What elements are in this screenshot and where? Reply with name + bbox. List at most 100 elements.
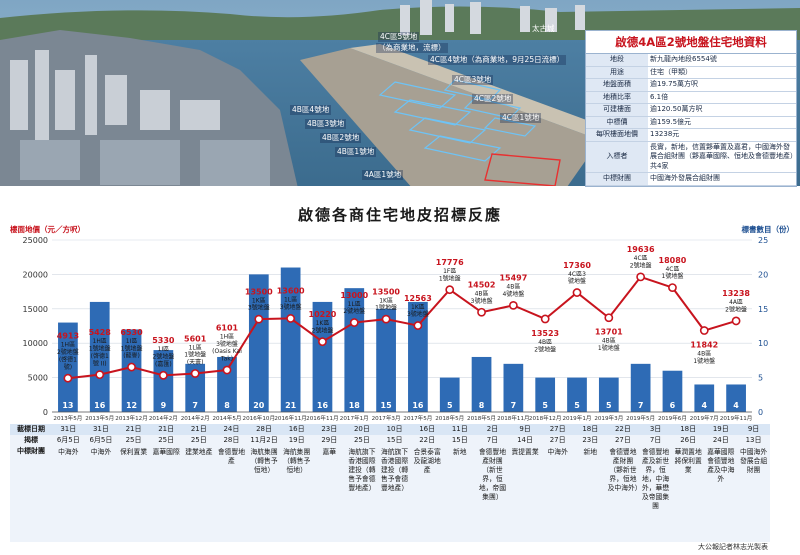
combo-chart: 0500010000150002000025000051015202513201… xyxy=(23,236,769,422)
table-cell: 3日 xyxy=(639,424,672,435)
price-point xyxy=(158,370,168,380)
price-data-label: 11842 xyxy=(690,341,718,350)
table-cell: 保利置業 xyxy=(117,446,150,542)
site-label: (嘉匯) xyxy=(155,360,172,368)
label-4b4: 4B區4號地 xyxy=(290,105,332,115)
site-info-row: 用途 住宅（甲類） xyxy=(586,66,796,79)
table-cell: 31日 xyxy=(52,424,85,435)
table-cell: 11月2日 xyxy=(247,435,281,446)
table-cell: 賣提置業 xyxy=(508,446,542,542)
y-tick-right: 10 xyxy=(758,339,768,348)
site-info-key: 地積比率 xyxy=(586,91,648,104)
bar-count-label: 4 xyxy=(701,401,707,410)
site-label: 1號地盤 xyxy=(693,357,715,365)
site-info-row: 地盤面積 逾19.75萬方呎 xyxy=(586,78,796,92)
y-tick-right: 20 xyxy=(758,270,768,279)
bar-count-label: 21 xyxy=(285,401,297,410)
y-tick-left: 5000 xyxy=(28,374,48,383)
table-cell: 23日 xyxy=(574,435,607,446)
y-tick-left: 15000 xyxy=(23,305,48,314)
table-cell: 25日 xyxy=(345,435,379,446)
site-label: (天寰) xyxy=(187,358,204,366)
table-cell: 新地 xyxy=(574,446,607,542)
price-point xyxy=(190,369,200,378)
table-cell: 嘉華國際 xyxy=(149,446,183,542)
row-header: 中標財團 xyxy=(10,446,52,542)
price-data-label: 13500 xyxy=(372,287,400,296)
x-tick-label: 2019年3月 xyxy=(594,414,623,422)
x-tick-label: 2019年7月 xyxy=(690,414,719,422)
price-point xyxy=(95,370,105,380)
x-tick-label: 2019年1月 xyxy=(563,414,592,422)
credit-line: 大公報記者林志光製表 xyxy=(698,543,768,551)
label-4c5: 4C區5號地 xyxy=(378,32,420,42)
table-cell: 中海外 xyxy=(541,446,574,542)
site-label: 4號地盤 xyxy=(502,290,524,298)
bar-count-label: 8 xyxy=(224,401,230,410)
price-data-label: 13523 xyxy=(531,329,559,338)
bar-count-label: 8 xyxy=(479,401,485,410)
table-cell: 6月5日 xyxy=(52,435,85,446)
site-label: 3號地盤 xyxy=(216,340,238,348)
price-data-label: 5428 xyxy=(89,328,112,337)
site-label: 4B區 xyxy=(602,338,616,345)
bar xyxy=(58,322,78,412)
site-label: 1K區 xyxy=(316,320,330,327)
site-label: 4C區 xyxy=(665,266,679,273)
site-info-key: 中標財團 xyxy=(586,172,648,186)
site-info-value: 新九龍內地段6554號 xyxy=(648,54,796,67)
table-cell: 10日 xyxy=(378,424,411,435)
site-info-table: 地段 新九龍內地段6554號 用途 住宅（甲類） 地盤面積 逾19.75萬方呎 地積比率 6.… xyxy=(586,54,796,186)
table-cell: 中海外 xyxy=(84,446,118,542)
x-tick-label: 2014年2月 xyxy=(181,414,210,422)
bar-count-label: 16 xyxy=(317,401,329,410)
label-4c5-sub: （為商業地，流標） xyxy=(376,43,448,53)
table-cell: 海航集團（轉售予恒地） xyxy=(280,446,313,542)
row-award-date: 揭標 6月5日 6月5日 25日 25日 25日 28日 11月2日 19日 29日 25日 15日 2… xyxy=(10,435,770,446)
table-cell: 建業地產 xyxy=(182,446,216,542)
site-label: 3號地盤 xyxy=(248,304,270,312)
table-cell: 6月5日 xyxy=(84,435,118,446)
bar-count-label: 5 xyxy=(542,401,548,410)
table-cell: 18日 xyxy=(574,424,607,435)
site-info-key: 每呎樓面地價 xyxy=(586,128,648,142)
y-tick-left: 0 xyxy=(43,408,48,417)
site-label: 3號地盤 xyxy=(280,303,302,311)
site-info-value: 逾19.75萬方呎 xyxy=(648,78,796,92)
bar-count-label: 20 xyxy=(253,401,265,410)
price-point xyxy=(731,316,741,326)
price-point xyxy=(604,313,614,323)
table-cell: 會德豐地產財團（夥新世界，恒地及中海外） xyxy=(606,446,642,542)
bar xyxy=(567,377,587,412)
site-label: 2號地盤 xyxy=(57,348,79,356)
site-info-value: 長實，新地，信置夥華置及嘉君，中國海外發展合組財團（夥嘉華國際、恒地及會德豐地產… xyxy=(648,141,796,173)
table-cell: 15日 xyxy=(443,435,477,446)
site-label: 4C區 xyxy=(634,255,648,262)
table-cell: 新地 xyxy=(443,446,477,542)
y-axis-right-title: 標書數目（份） xyxy=(741,225,795,234)
price-data-label: 17776 xyxy=(436,258,464,267)
site-label: 2號地盤 xyxy=(152,353,174,361)
x-tick-label: 2016年11月 xyxy=(306,414,339,422)
table-cell: 31日 xyxy=(84,424,118,435)
table-cell: 7日 xyxy=(639,435,672,446)
bar-count-label: 6 xyxy=(670,401,676,410)
y-tick-right: 0 xyxy=(758,408,763,417)
table-cell: 15日 xyxy=(378,435,411,446)
table-cell: 海航旗下香港國際建投（轉售予會德豐地產） xyxy=(345,446,379,542)
site-info-title: 啟德4A區2號地盤住宅地資料 xyxy=(586,31,796,54)
label-4c4: 4C區4號地（為商業地，9月25日流標） xyxy=(428,55,567,65)
price-data-label: 13000 xyxy=(340,291,368,300)
bar xyxy=(471,356,492,412)
label-4b1: 4B區1號地 xyxy=(335,147,377,157)
x-tick-label: 2017年5月 xyxy=(403,414,432,422)
site-info-panel: 啟德4A區2號地盤住宅地資料 地段 新九龍內地段6554號 用途 住宅（甲類） 地盤面積… xyxy=(585,30,797,187)
site-info-value: 逾120.50萬方呎 xyxy=(648,103,796,117)
site-label: 4C區3 xyxy=(568,271,586,278)
site-info-key: 中標價 xyxy=(586,116,648,129)
site-info-row: 中標財團 中國海外發展合組財團 xyxy=(586,172,796,186)
site-label: 4B區 xyxy=(697,351,711,358)
y-tick-left: 10000 xyxy=(23,339,48,348)
tender-table: 截標日期 31日 31日 21日 21日 21日 24日 28日 16日 23日 20日 10日 16日… xyxy=(10,424,770,542)
table-cell: 11日 xyxy=(443,424,477,435)
